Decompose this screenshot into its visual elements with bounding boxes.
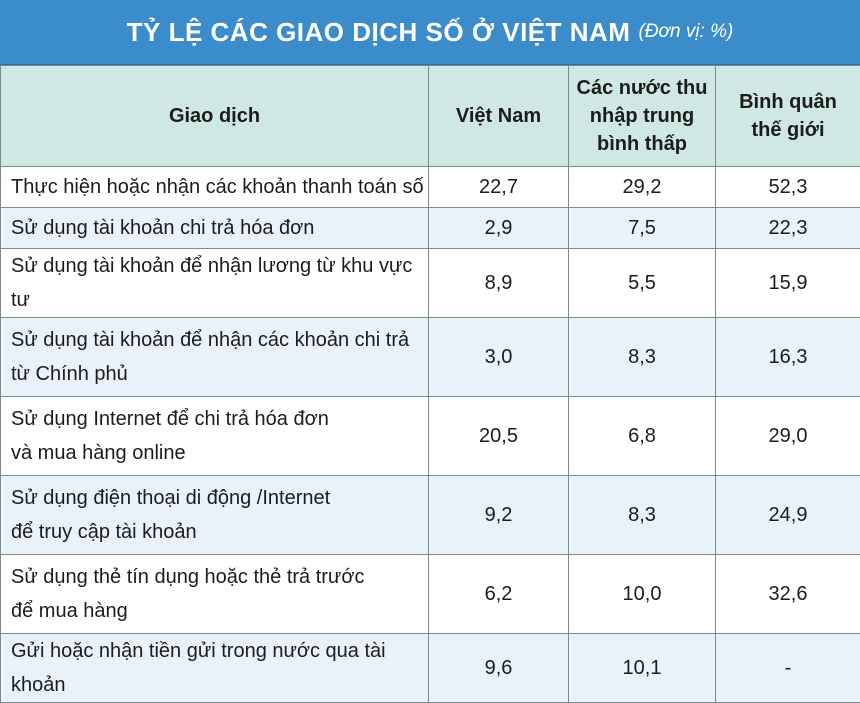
table-row: Thực hiện hoặc nhận các khoản thanh toán… xyxy=(1,167,860,208)
table-row: Sử dụng thẻ tín dụng hoặc thẻ trả trước … xyxy=(1,555,860,634)
cell-lower-middle-income: 10,0 xyxy=(569,555,716,634)
cell-world-average: - xyxy=(716,634,860,703)
header-transaction: Giao dịch xyxy=(1,66,429,167)
header-world-average: Bình quân thế giới xyxy=(716,66,860,167)
cell-vietnam: 22,7 xyxy=(429,167,569,208)
cell-vietnam: 8,9 xyxy=(429,249,569,318)
table-row: Sử dụng tài khoản để nhận lương từ khu v… xyxy=(1,249,860,318)
cell-vietnam: 20,5 xyxy=(429,397,569,476)
cell-world-average: 15,9 xyxy=(716,249,860,318)
row-label: Thực hiện hoặc nhận các khoản thanh toán… xyxy=(1,167,429,208)
row-label: Sử dụng tài khoản để nhận lương từ khu v… xyxy=(1,249,429,318)
table-row: Gửi hoặc nhận tiền gửi trong nước qua tà… xyxy=(1,634,860,703)
row-label: Sử dụng tài khoản chi trả hóa đơn xyxy=(1,208,429,249)
cell-world-average: 16,3 xyxy=(716,318,860,397)
table-row: Sử dụng tài khoản chi trả hóa đơn 2,9 7,… xyxy=(1,208,860,249)
cell-lower-middle-income: 8,3 xyxy=(569,476,716,555)
table-title: TỶ LỆ CÁC GIAO DỊCH SỐ Ở VIỆT NAM xyxy=(127,17,631,48)
cell-lower-middle-income: 29,2 xyxy=(569,167,716,208)
row-label: Sử dụng tài khoản để nhận các khoản chi … xyxy=(1,318,429,397)
row-label: Sử dụng điện thoại di động /Internet để … xyxy=(1,476,429,555)
header-row: Giao dịch Việt Nam Các nước thu nhập tru… xyxy=(1,66,860,167)
row-label: Sử dụng Internet để chi trả hóa đơn và m… xyxy=(1,397,429,476)
header-lower-middle-income: Các nước thu nhập trung bình thấp xyxy=(569,66,716,167)
cell-vietnam: 9,2 xyxy=(429,476,569,555)
unit-note: (Đơn vị: %) xyxy=(638,21,733,43)
row-label: Gửi hoặc nhận tiền gửi trong nước qua tà… xyxy=(1,634,429,703)
cell-vietnam: 9,6 xyxy=(429,634,569,703)
cell-lower-middle-income: 6,8 xyxy=(569,397,716,476)
table-row: Sử dụng tài khoản để nhận các khoản chi … xyxy=(1,318,860,397)
cell-vietnam: 2,9 xyxy=(429,208,569,249)
row-label: Sử dụng thẻ tín dụng hoặc thẻ trả trước … xyxy=(1,555,429,634)
cell-vietnam: 3,0 xyxy=(429,318,569,397)
cell-world-average: 29,0 xyxy=(716,397,860,476)
cell-vietnam: 6,2 xyxy=(429,555,569,634)
header-vietnam: Việt Nam xyxy=(429,66,569,167)
cell-world-average: 32,6 xyxy=(716,555,860,634)
infographic: TỶ LỆ CÁC GIAO DỊCH SỐ Ở VIỆT NAM (Đơn v… xyxy=(0,0,860,626)
cell-lower-middle-income: 7,5 xyxy=(569,208,716,249)
cell-lower-middle-income: 8,3 xyxy=(569,318,716,397)
digital-transactions-table: Giao dịch Việt Nam Các nước thu nhập tru… xyxy=(0,65,860,703)
cell-world-average: 24,9 xyxy=(716,476,860,555)
cell-lower-middle-income: 5,5 xyxy=(569,249,716,318)
table-row: Sử dụng điện thoại di động /Internet để … xyxy=(1,476,860,555)
cell-world-average: 52,3 xyxy=(716,167,860,208)
table-row: Sử dụng Internet để chi trả hóa đơn và m… xyxy=(1,397,860,476)
cell-lower-middle-income: 10,1 xyxy=(569,634,716,703)
cell-world-average: 22,3 xyxy=(716,208,860,249)
title-bar: TỶ LỆ CÁC GIAO DỊCH SỐ Ở VIỆT NAM (Đơn v… xyxy=(0,0,860,65)
